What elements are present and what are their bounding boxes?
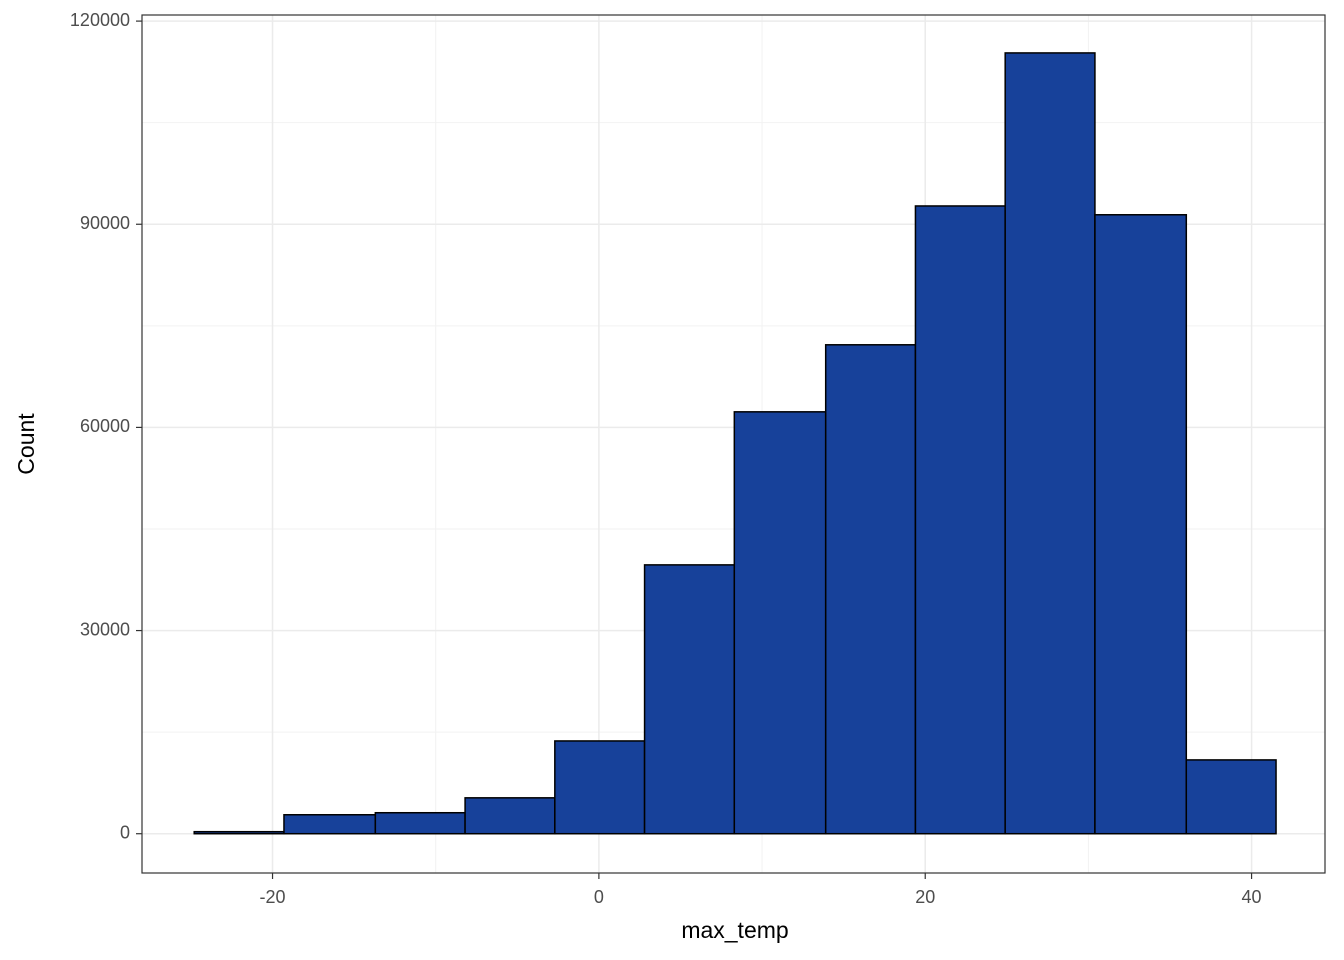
bar — [464, 797, 556, 835]
x-tick-label: 40 — [1242, 887, 1262, 907]
x-tick-label: -20 — [260, 887, 286, 907]
x-axis-title: max_temp — [681, 917, 788, 943]
bar — [733, 411, 827, 835]
bar — [914, 205, 1006, 835]
y-tick-label: 60000 — [80, 416, 130, 436]
panel-border — [141, 14, 1326, 874]
x-tick-label: 20 — [915, 887, 935, 907]
bar — [643, 564, 736, 835]
bar — [374, 811, 466, 835]
bars — [193, 52, 1277, 835]
bar — [554, 740, 646, 835]
y-tick-label: 30000 — [80, 619, 130, 639]
y-tick-label: 0 — [120, 822, 130, 842]
bar — [1094, 214, 1188, 835]
y-tick-label: 90000 — [80, 213, 130, 233]
bar — [193, 830, 285, 835]
bar — [824, 344, 917, 835]
bar — [283, 814, 377, 835]
y-axis-title: Count — [13, 413, 39, 475]
y-tick-label: 120000 — [70, 10, 130, 30]
bar — [1004, 52, 1096, 835]
bar — [1185, 759, 1277, 835]
x-tick-label: 0 — [594, 887, 604, 907]
